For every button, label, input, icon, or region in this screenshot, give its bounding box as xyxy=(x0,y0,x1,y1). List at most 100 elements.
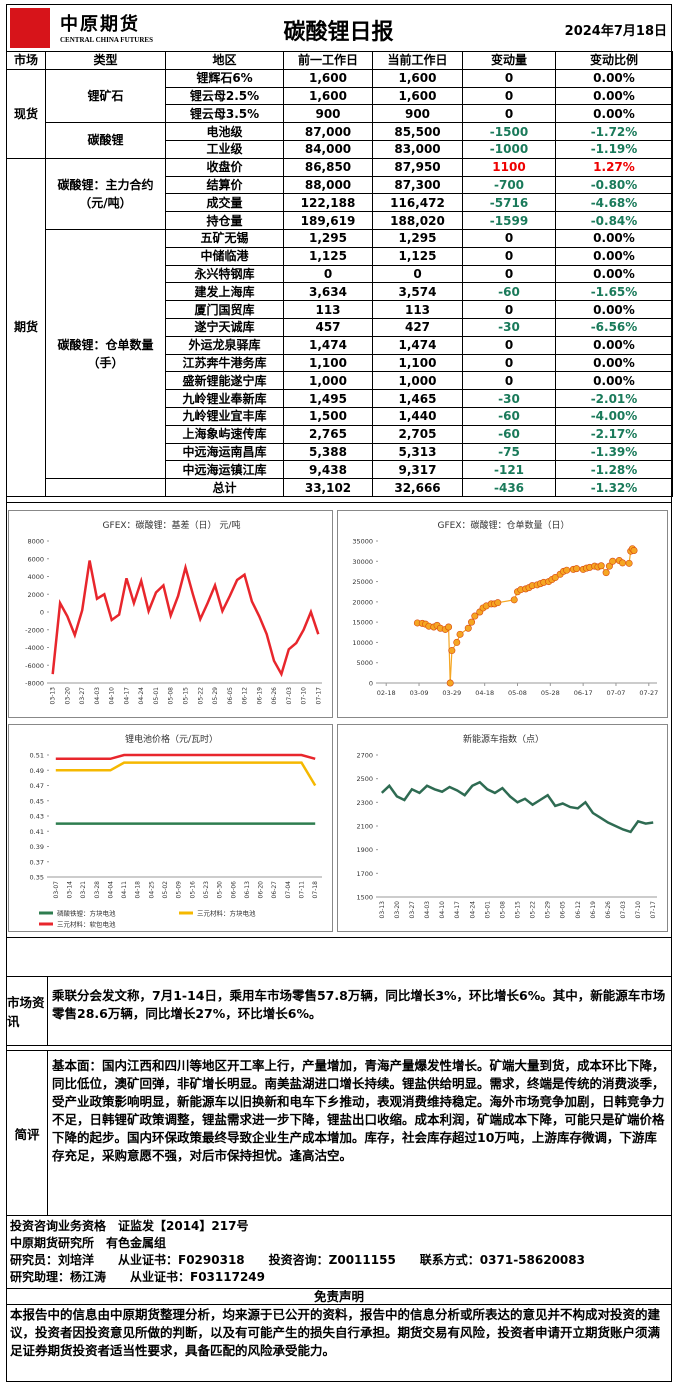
x-tick-label: 07-17 xyxy=(315,687,322,705)
y-tick-label: 0.41 xyxy=(30,828,44,836)
point xyxy=(471,612,479,620)
y-tick-label: 25000 xyxy=(352,578,373,586)
x-tick-label: 03-27 xyxy=(79,687,86,705)
y-tick-label: 0.35 xyxy=(30,874,44,882)
x-tick-label: 07-04 xyxy=(285,881,292,899)
comment-section: 简评 基本面：国内江西和四川等地区开工率上行，产量增加，青海产量爆发性增长。矿端… xyxy=(6,1050,672,1216)
x-tick-label: 07-11 xyxy=(299,881,306,899)
table-row: 锂云母3.5% 900 900 0 0.00% xyxy=(7,104,673,124)
y-tick-label: 0.45 xyxy=(30,797,44,805)
value-cell: 0.00% xyxy=(555,353,673,373)
x-tick-label: 06-06 xyxy=(230,881,237,899)
value-cell: -1000 xyxy=(462,139,556,159)
value-cell: 113 xyxy=(372,300,463,319)
info-line: 投资咨询业务资格 证监发【2014】217号 xyxy=(10,1219,249,1233)
value-cell: 外运龙泉驿库 xyxy=(165,335,284,355)
market-cell: 现货 xyxy=(6,68,46,159)
header-cell: 变动量 xyxy=(462,51,556,70)
x-tick-label: 05-22 xyxy=(197,687,204,705)
table-row: 外运龙泉驿库 1,474 1,474 0 0.00% xyxy=(7,335,673,355)
value-cell: 113 xyxy=(283,300,373,319)
value-cell: 32,666 xyxy=(372,478,463,497)
value-cell: 1,100 xyxy=(283,353,373,373)
y-tick-label: 0 xyxy=(369,680,373,688)
value-cell: 87,950 xyxy=(372,157,463,177)
value-cell: 5,313 xyxy=(372,442,463,462)
value-cell: 84,000 xyxy=(283,139,373,159)
info-line: 研究员：刘培洋 从业证书：F0290318 投资咨询：Z0011155 联系方式… xyxy=(10,1253,585,1267)
type-cell xyxy=(45,478,166,497)
x-tick-label: 07-03 xyxy=(620,901,627,919)
value-cell: 九岭锂业奉新库 xyxy=(165,389,284,408)
value-cell: 87,300 xyxy=(372,175,463,195)
series-line xyxy=(51,560,320,678)
value-cell: 3,634 xyxy=(283,282,373,302)
x-tick-label: 06-05 xyxy=(560,901,567,919)
x-tick-label: 03-09 xyxy=(410,689,429,697)
value-cell: 0 xyxy=(462,335,556,355)
header-row: 市场 类型 地区 前一工作日 当前工作日 变动量 变动比例 xyxy=(6,51,673,70)
chart: 新能源车指数（点） 1500 1700 1900 2100 2300 2500 2700 03-… xyxy=(337,724,668,932)
series-line xyxy=(55,761,317,787)
header-cell: 前一工作日 xyxy=(283,51,373,70)
chart-area xyxy=(6,502,672,938)
value-cell: 9,317 xyxy=(372,460,463,480)
x-tick-label: 06-19 xyxy=(590,901,597,919)
value-cell: 85,500 xyxy=(372,122,463,141)
value-cell: -5716 xyxy=(462,193,556,213)
x-tick-label: 07-27 xyxy=(639,689,658,697)
value-cell: 9,438 xyxy=(283,460,373,480)
x-tick-label: 06-12 xyxy=(575,901,582,919)
value-cell: 900 xyxy=(283,104,373,124)
table-row: 总计 33,102 32,666 -436 -1.32% xyxy=(7,478,673,497)
value-cell: 457 xyxy=(283,317,373,337)
point xyxy=(573,565,581,573)
value-cell: 永兴特钢库 xyxy=(165,264,284,284)
comment-text: 基本面：国内江西和四川等地区开工率上行，产量增加，青海产量爆发性增长。矿端大量到… xyxy=(52,1058,665,1163)
table-row: 上海象屿速传库 2,765 2,705 -60 -2.17% xyxy=(7,424,673,444)
y-tick-label: 0.37 xyxy=(30,858,44,866)
value-cell: 1,295 xyxy=(283,228,373,248)
x-tick-label: 05-29 xyxy=(212,687,219,705)
value-cell: 结算价 xyxy=(165,175,284,195)
value-cell: 1,495 xyxy=(283,389,373,408)
y-tick-label: 15000 xyxy=(352,619,373,627)
y-tick-label: -8000 xyxy=(25,680,44,688)
x-tick-label: 04-11 xyxy=(121,881,128,899)
value-cell: 1,000 xyxy=(283,371,373,391)
report-date: 2024年7月18日 xyxy=(564,24,667,39)
point xyxy=(448,647,456,655)
disclaimer-title: 免责声明 xyxy=(6,1288,672,1305)
value-cell: 5,388 xyxy=(283,442,373,462)
news-section: 市场资讯 乘联分会发文称，7月1-14日，乘用车市场零售57.8万辆，同比增长3… xyxy=(6,976,672,1046)
value-cell: -30 xyxy=(462,317,556,337)
logo-en: CENTRAL CHINA FUTURES xyxy=(60,36,153,44)
x-tick-label: 05-02 xyxy=(162,881,169,899)
value-cell: 锂辉石6% xyxy=(165,68,284,88)
table-row: 结算价 88,000 87,300 -700 -0.80% xyxy=(7,175,673,195)
point xyxy=(446,679,454,687)
x-tick-label: 02-18 xyxy=(377,689,396,697)
point xyxy=(453,638,461,646)
legend-label: 三元材料：软包电池 xyxy=(57,920,116,929)
chart-title: 锂电池价格（元/瓦时） xyxy=(125,733,218,745)
value-cell: 收盘价 xyxy=(165,157,284,177)
value-cell: 0 xyxy=(462,264,556,284)
value-cell: 88,000 xyxy=(283,175,373,195)
logo-mark xyxy=(10,8,50,48)
x-tick-label: 07-03 xyxy=(286,687,293,705)
y-tick-label: 2100 xyxy=(356,823,373,831)
value-cell: -0.84% xyxy=(555,211,673,230)
x-tick-label: 07-17 xyxy=(650,901,657,919)
value-cell: 427 xyxy=(372,317,463,337)
point xyxy=(468,618,476,626)
value-cell: 1,100 xyxy=(372,353,463,373)
value-cell: 0 xyxy=(462,371,556,391)
y-tick-label: 0.51 xyxy=(30,752,44,760)
y-tick-label: 0.49 xyxy=(30,767,44,775)
value-cell: 0.00% xyxy=(555,371,673,391)
value-cell: 2,765 xyxy=(283,424,373,444)
x-tick-label: 04-03 xyxy=(424,901,431,919)
point xyxy=(630,546,638,554)
series-line xyxy=(55,753,316,761)
